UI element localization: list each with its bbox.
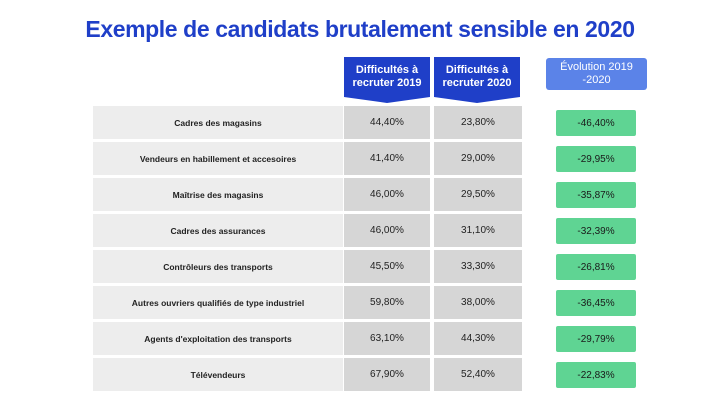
table-row: Agents d'exploitation des transports 63,1… [93,322,522,355]
row-label: Cadres des magasins [93,106,343,139]
value-2020: 29,00% [434,142,522,175]
value-2020: 33,30% [434,250,522,283]
evolution-badge: -36,45% [556,290,636,316]
table-row: Vendeurs en habillement et accesoires 41,… [93,142,522,175]
row-label: Vendeurs en habillement et accesoires [93,142,343,175]
value-2019: 59,80% [344,286,430,319]
header-2019-arrow [344,97,430,103]
value-2019: 63,10% [344,322,430,355]
value-2020: 23,80% [434,106,522,139]
evolution-badge: -29,79% [556,326,636,352]
evolution-badge: -35,87% [556,182,636,208]
row-label: Télévendeurs [93,358,343,391]
evolution-badge: -32,39% [556,218,636,244]
row-label: Maîtrise des magasins [93,178,343,211]
value-2020: 44,30% [434,322,522,355]
row-label: Cadres des assurances [93,214,343,247]
table-row: Télévendeurs 67,90% 52,40% [93,358,522,391]
row-label: Agents d'exploitation des transports [93,322,343,355]
evolution-badge: -46,40% [556,110,636,136]
evolution-badge: -26,81% [556,254,636,280]
value-2019: 44,40% [344,106,430,139]
chart-title: Exemple de candidats brutalement sensibl… [85,16,635,42]
header-2020-arrow [434,97,520,103]
evolution-badge: -22,83% [556,362,636,388]
table-row: Maîtrise des magasins 46,00% 29,50% [93,178,522,211]
header-2019: Difficultés à recruter 2019 [344,57,430,97]
value-2020: 52,40% [434,358,522,391]
table-row: Cadres des magasins 44,40% 23,80% [93,106,522,139]
row-label: Autres ouvriers qualifiés de type indust… [93,286,343,319]
row-label: Contrôleurs des transports [93,250,343,283]
value-2019: 46,00% [344,214,430,247]
value-2020: 31,10% [434,214,522,247]
table-row: Autres ouvriers qualifiés de type indust… [93,286,522,319]
value-2019: 41,40% [344,142,430,175]
table-row: Contrôleurs des transports 45,50% 33,30% [93,250,522,283]
value-2019: 67,90% [344,358,430,391]
value-2020: 29,50% [434,178,522,211]
value-2019: 45,50% [344,250,430,283]
evolution-badge: -29,95% [556,146,636,172]
value-2019: 46,00% [344,178,430,211]
table-row: Cadres des assurances 46,00% 31,10% [93,214,522,247]
header-2020: Difficultés à recruter 2020 [434,57,520,97]
header-evolution: Évolution 2019 -2020 [546,58,647,90]
value-2020: 38,00% [434,286,522,319]
